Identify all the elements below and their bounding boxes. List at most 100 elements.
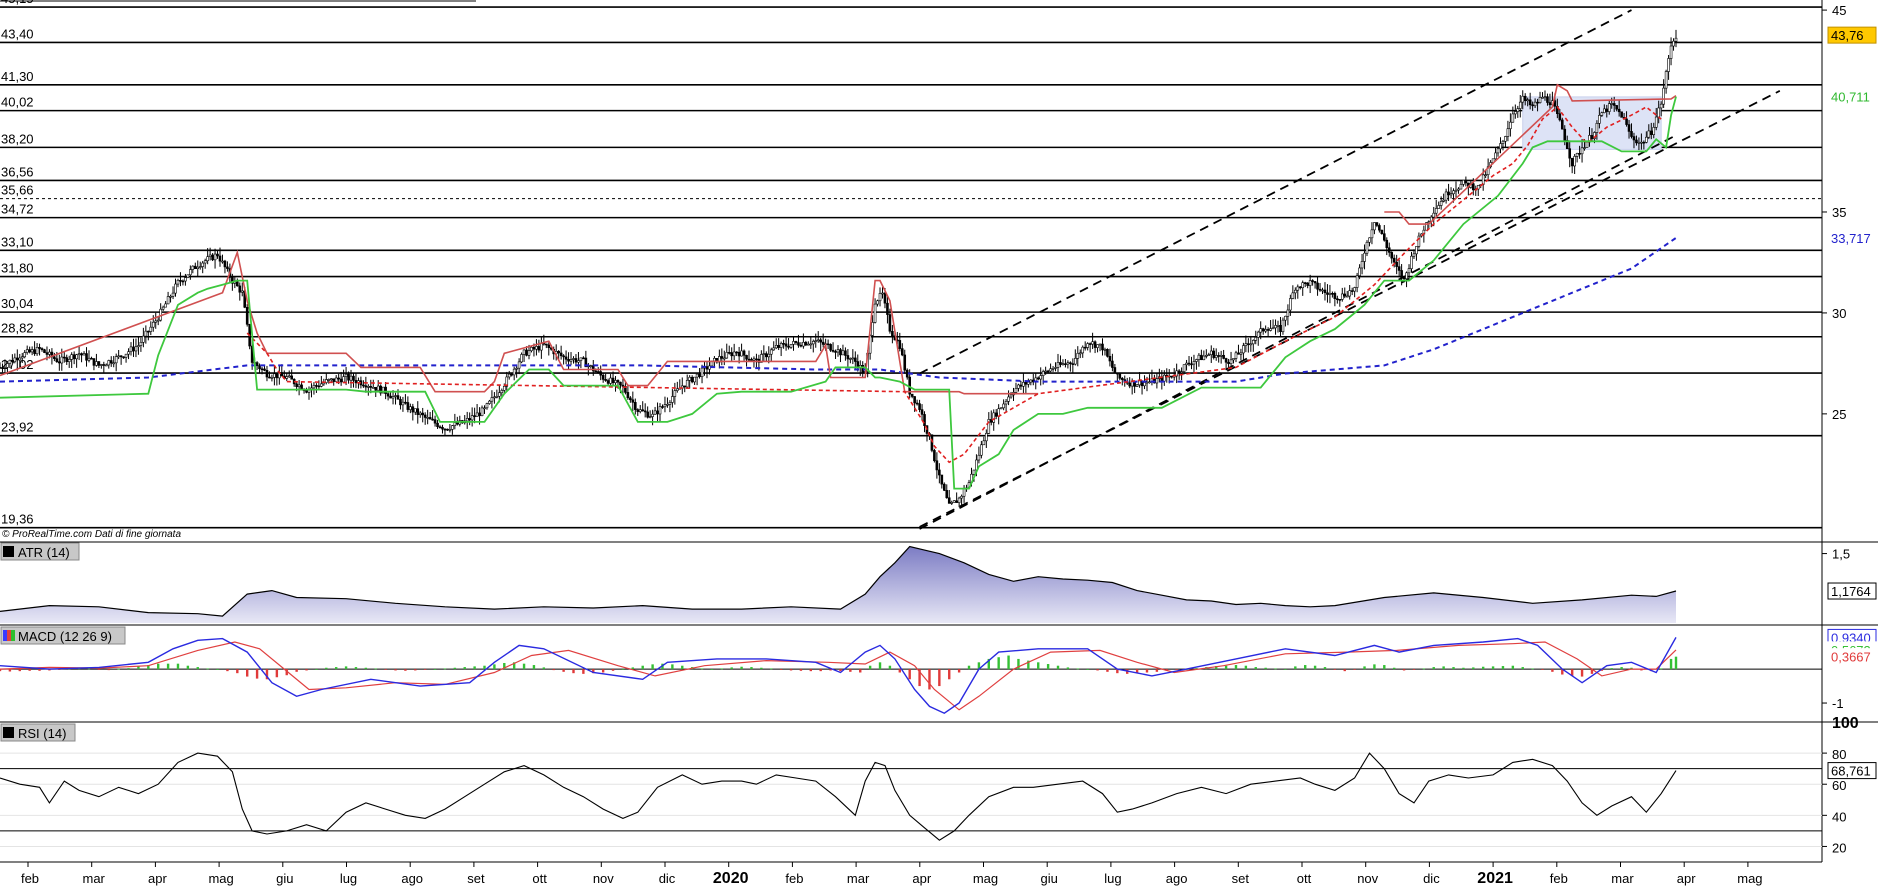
candle-body-408 — [1007, 396, 1010, 402]
candle-body-217 — [535, 346, 538, 350]
candle-body-190 — [468, 418, 471, 421]
candle-body-49 — [119, 355, 123, 358]
level-label-0: 45,15 — [1, 0, 34, 6]
atr-title-text: ATR (14) — [18, 545, 70, 560]
x-label-7: set — [467, 871, 485, 886]
candle-body-374 — [923, 414, 926, 426]
x-label-19: set — [1232, 871, 1250, 886]
macd-hist-bar-11 — [107, 669, 110, 671]
candle-body-641 — [1583, 147, 1586, 149]
candle-body-399 — [985, 433, 988, 442]
atr-last-tag-text: 1,1764 — [1831, 584, 1871, 599]
candle-body-136 — [334, 377, 338, 382]
candle-body-179 — [441, 426, 444, 430]
candle-body-632 — [1560, 119, 1564, 130]
candle-body-259 — [638, 409, 642, 412]
candle-body-338 — [834, 351, 837, 353]
candle-body-234 — [577, 360, 580, 363]
candle-body-194 — [478, 412, 481, 417]
macd-hist-bar-52 — [512, 662, 516, 670]
candle-body-84 — [206, 256, 209, 262]
candle-body-489 — [1207, 354, 1211, 356]
candle-body-510 — [1259, 328, 1263, 333]
candle-body-550 — [1358, 267, 1361, 276]
x-label-24: feb — [1550, 871, 1568, 886]
candle-body-75 — [184, 277, 187, 282]
candle-body-169 — [416, 408, 420, 415]
x-label-11: 2020 — [713, 870, 749, 887]
macd-hist-bar-59 — [582, 669, 585, 674]
candle-body-522 — [1289, 298, 1292, 311]
macd-hist-bar-39 — [384, 669, 387, 670]
macd-hist-bar-62 — [611, 669, 615, 671]
candle-body-15 — [35, 347, 39, 355]
candle-body-634 — [1565, 140, 1569, 149]
candle-body-559 — [1380, 229, 1384, 235]
candle-body-47 — [114, 356, 118, 364]
candle-body-305 — [752, 358, 756, 361]
candle-body-498 — [1229, 359, 1233, 364]
candle-body-453 — [1118, 373, 1122, 379]
candle-body-619 — [1528, 99, 1532, 106]
x-label-22: dic — [1423, 871, 1440, 886]
candle-body-526 — [1298, 286, 1302, 289]
candle-body-482 — [1190, 363, 1193, 366]
candle-body-411 — [1014, 388, 1018, 393]
candle-body-107 — [263, 368, 266, 371]
candle-body-622 — [1536, 101, 1539, 104]
macd-hist-bar-79 — [779, 669, 783, 670]
candle-body-608 — [1501, 140, 1505, 144]
candle-body-625 — [1543, 96, 1547, 98]
candle-body-342 — [844, 350, 847, 356]
candle-body-241 — [594, 370, 598, 373]
candle-body-620 — [1531, 104, 1534, 107]
rsi-last-tag-box — [1827, 762, 1877, 780]
candle-body-383 — [945, 490, 949, 499]
candle-body-610 — [1506, 128, 1510, 137]
candle-body-54 — [132, 346, 135, 352]
candle-body-120 — [295, 383, 298, 388]
x-label-16: giu — [1041, 871, 1058, 886]
candle-body-134 — [329, 378, 333, 381]
candle-body-581 — [1434, 208, 1438, 214]
x-label-13: mar — [847, 871, 870, 886]
level-label-10: 30,04 — [1, 296, 34, 311]
candle-body-366 — [903, 354, 907, 371]
macd-hist-bar-68 — [671, 664, 674, 670]
macd-hist-bar-73 — [720, 668, 724, 670]
candle-body-546 — [1348, 290, 1351, 297]
candle-body-480 — [1185, 362, 1188, 366]
macd-hist-bar-121 — [1195, 668, 1198, 670]
last-close-tag-text: 43,76 — [1831, 28, 1864, 43]
candle-body-254 — [626, 392, 630, 399]
candle-body-248 — [611, 377, 615, 384]
last-close-tag-box — [1827, 26, 1877, 44]
level-label-11: 28,82 — [1, 321, 34, 336]
level-label-3: 40,02 — [1, 95, 34, 110]
candle-body-396 — [977, 454, 981, 461]
candle-body-441 — [1088, 343, 1092, 345]
macd-hist-bar-148 — [1462, 667, 1465, 670]
level-label-4: 38,20 — [1, 131, 34, 146]
macd-tag-2-box — [1827, 648, 1877, 666]
candle-body-280 — [690, 376, 694, 383]
candle-body-677 — [1672, 40, 1675, 47]
candle-body-671 — [1657, 107, 1660, 118]
candle-body-330 — [814, 340, 818, 342]
candle-body-140 — [344, 373, 348, 377]
candle-body-143 — [352, 375, 355, 381]
candle-body-486 — [1200, 354, 1203, 361]
candle-body-547 — [1350, 290, 1354, 292]
candle-body-437 — [1078, 352, 1082, 355]
candle-body-398 — [982, 440, 986, 446]
red-dashed-line — [246, 105, 1662, 464]
candle-body-497 — [1227, 361, 1230, 364]
candle-body-439 — [1083, 346, 1087, 349]
candle-body-97 — [238, 285, 242, 293]
candle-body-499 — [1232, 358, 1235, 361]
candle-body-214 — [527, 350, 531, 356]
x-label-18: ago — [1166, 871, 1188, 886]
channel-lower-line — [919, 134, 1677, 530]
x-label-25: mar — [1611, 871, 1634, 886]
macd-hist-bar-144 — [1422, 668, 1426, 670]
